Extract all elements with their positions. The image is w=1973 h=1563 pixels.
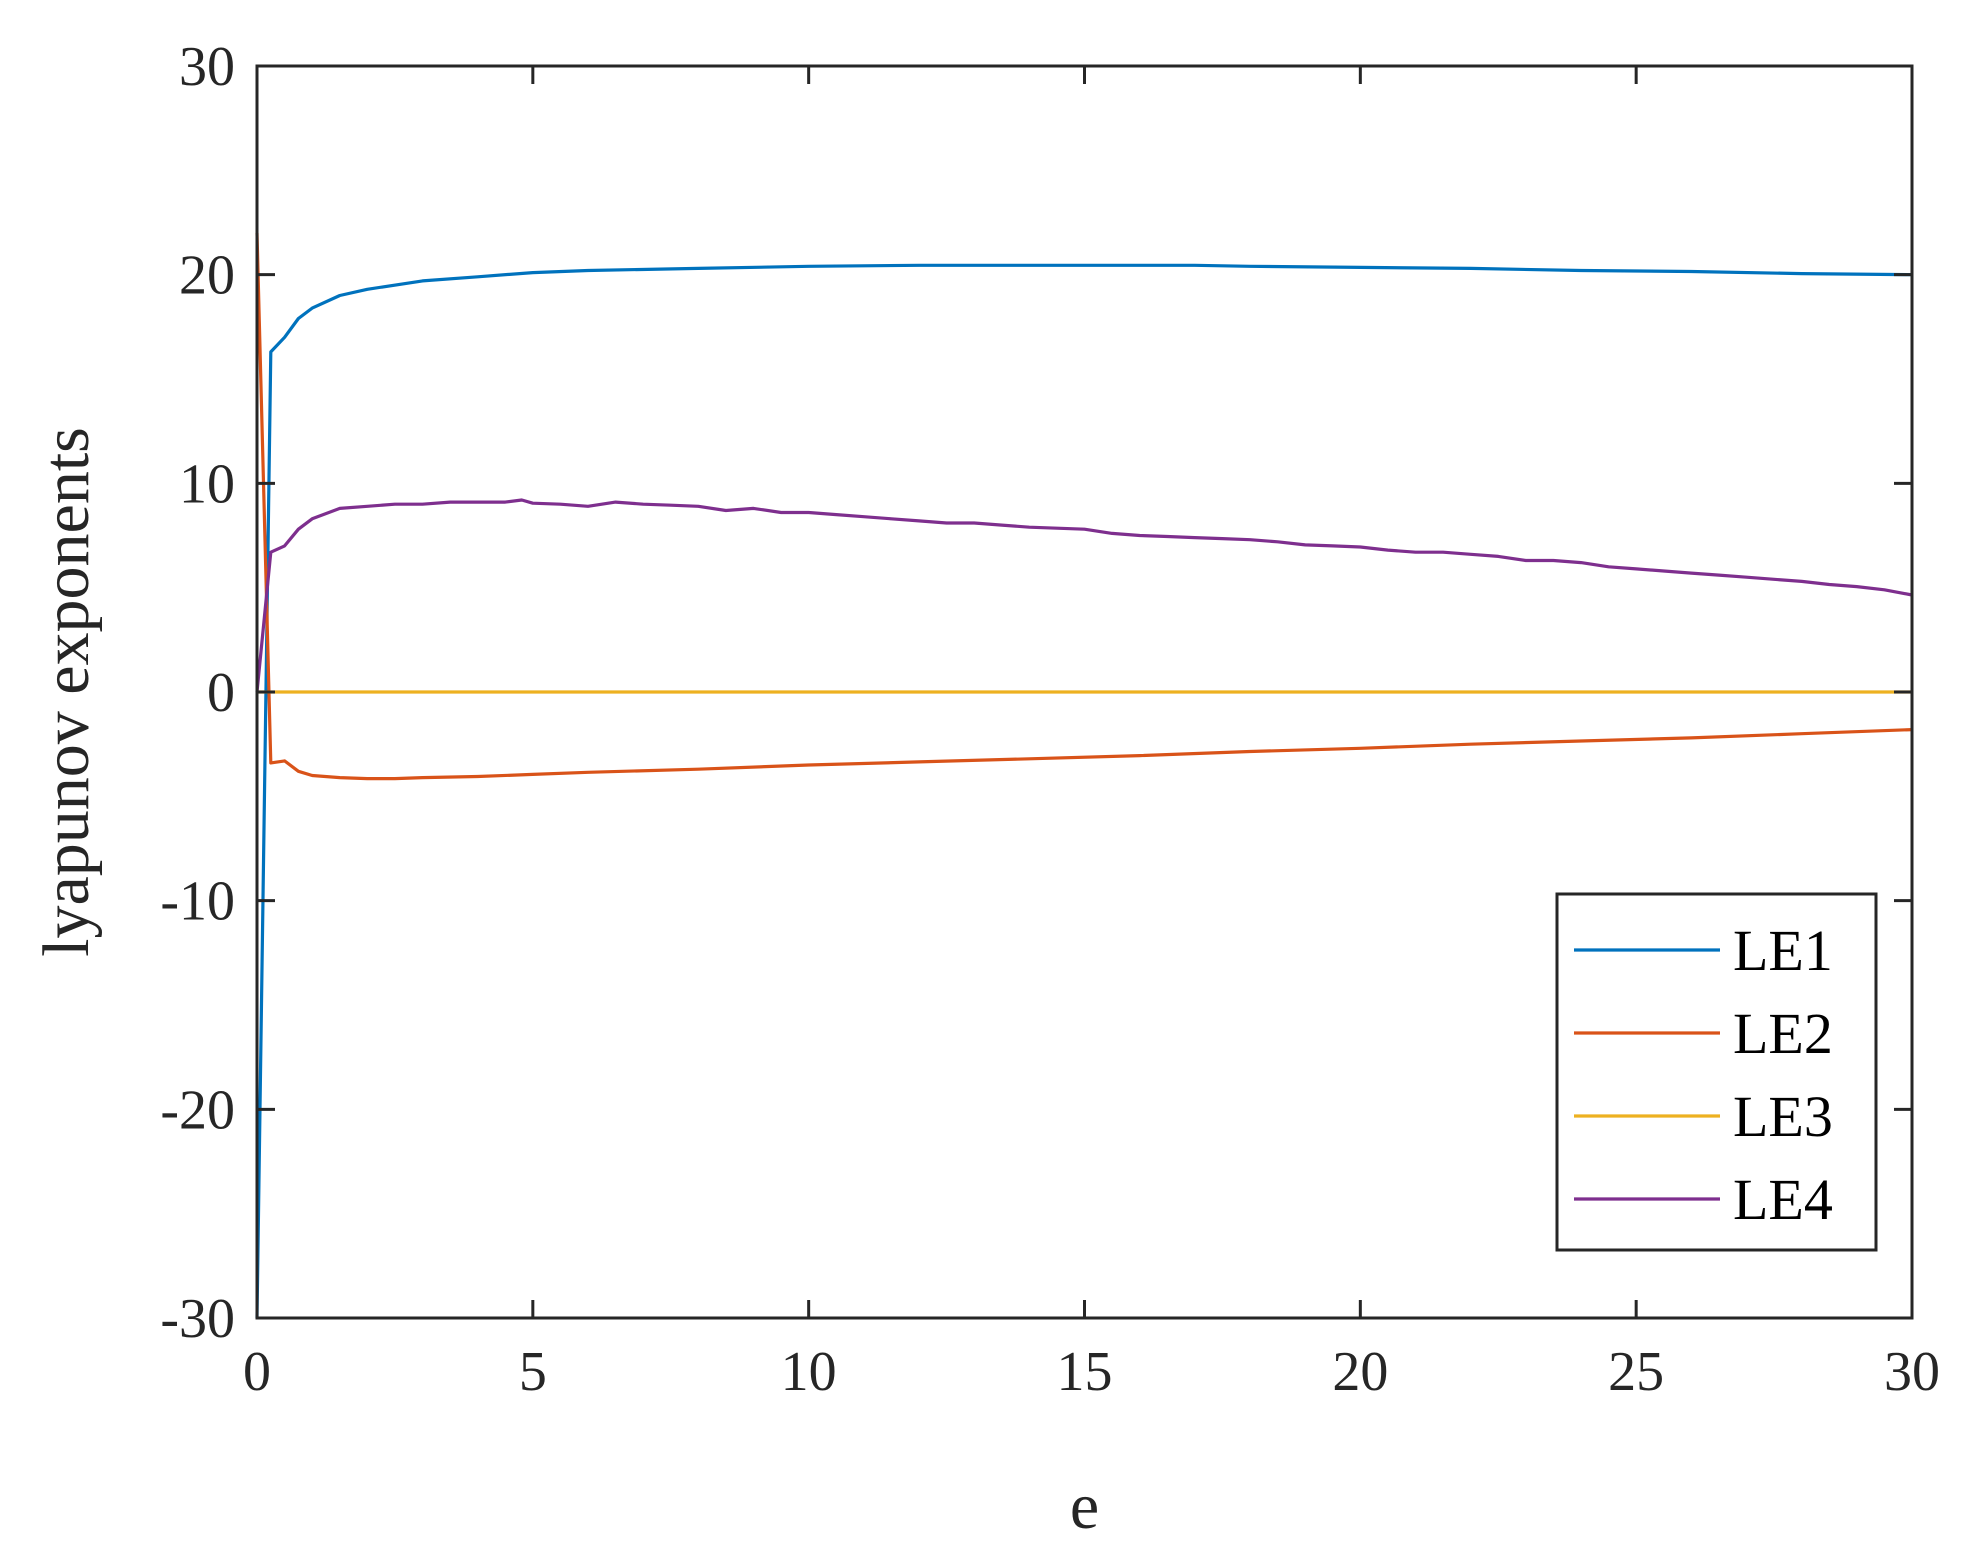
y-tick-label: 10: [179, 453, 235, 515]
x-tick-label: 30: [1884, 1341, 1940, 1403]
plot-area-frame: [255, 64, 1914, 1320]
series-line-le1: [255, 263, 1913, 1319]
y-tick-label: -20: [160, 1079, 235, 1141]
legend-box: [1555, 892, 1878, 1252]
legend-label-le3: LE3: [1733, 1084, 1833, 1149]
x-axis-label: e: [1070, 1470, 1099, 1543]
series-layer: [255, 232, 1913, 1319]
y-tick-label: 0: [207, 662, 235, 724]
y-axis-label: lyapunov exponents: [30, 427, 103, 957]
y-tick-label: -30: [160, 1288, 235, 1350]
x-tick-label: 5: [519, 1341, 547, 1403]
x-tick-label: 20: [1332, 1341, 1388, 1403]
legend: LE1 LE2 LE3 LE4: [1555, 892, 1878, 1252]
y-tick-label: 30: [179, 36, 235, 98]
x-tick-label: 0: [243, 1341, 271, 1403]
legend-label-le1: LE1: [1733, 918, 1833, 983]
legend-label-le2: LE2: [1733, 1001, 1833, 1066]
x-tick-label: 10: [781, 1341, 837, 1403]
legend-label-le4: LE4: [1733, 1167, 1833, 1232]
tick-labels-layer: 0 5 10 15 20 25 30 -30 -20 -10 0 10 20 30: [160, 36, 1940, 1403]
y-tick-label: 20: [179, 245, 235, 307]
x-tick-label: 15: [1057, 1341, 1113, 1403]
series-line-le4: [255, 498, 1913, 693]
series-line-le2: [255, 232, 1913, 781]
x-tick-label: 25: [1608, 1341, 1664, 1403]
y-tick-label: -10: [160, 871, 235, 933]
